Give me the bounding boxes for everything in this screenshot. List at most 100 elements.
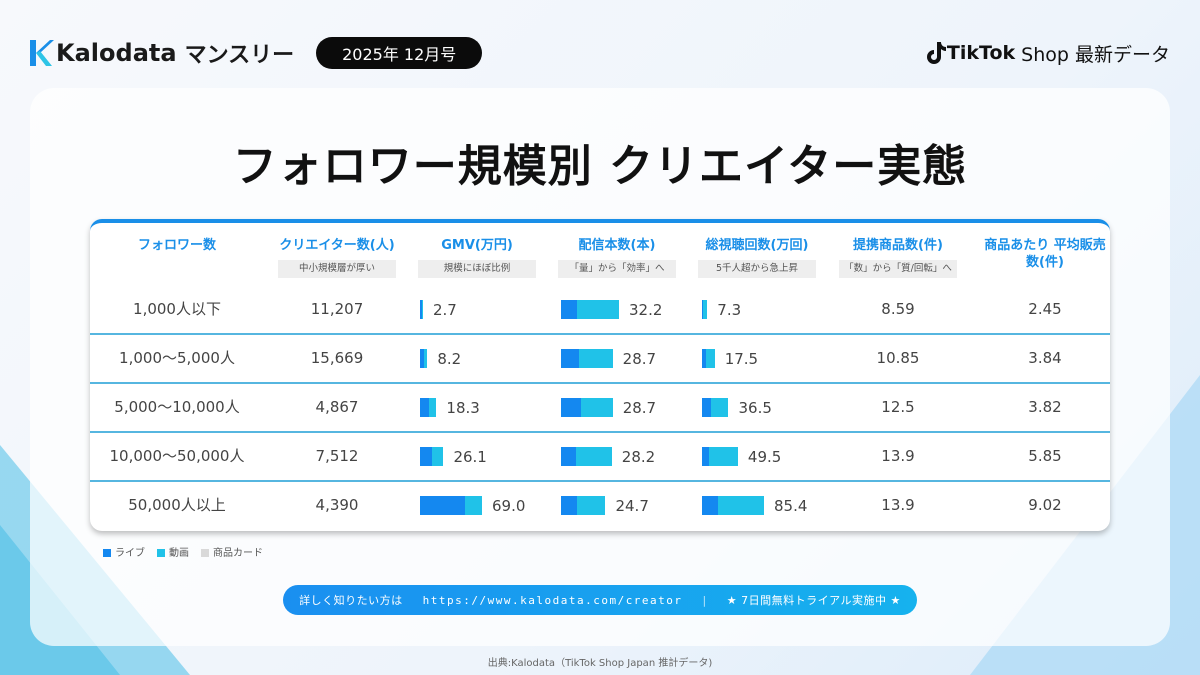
legend-item-product-card: 商品カード (201, 544, 263, 559)
stacked-bar (561, 300, 619, 319)
bar-value-label: 17.5 (724, 349, 759, 368)
cell-products: 8.59 (881, 300, 915, 318)
table-row: 1,000～5,000人 15,669 10.85 3.84 8.2 28.7 17.5 (90, 335, 1110, 384)
cell-products: 10.85 (876, 349, 920, 367)
bar-value-label: 32.2 (628, 300, 663, 319)
cell-creators: 15,669 (310, 349, 364, 367)
cta-trial: ★ 7日間無料トライアル実施中 ★ (726, 594, 901, 607)
cta-url-link[interactable]: https://www.kalodata.com/creator (422, 593, 683, 607)
bar-value-label: 24.7 (615, 496, 649, 515)
cell-followers: 5,000～10,000人 (114, 398, 240, 416)
bar-value-label: 36.5 (738, 398, 772, 417)
bar-segment-video (703, 300, 708, 319)
column-header: 総視聴回数(万回) 5千人超から急上昇 (692, 237, 822, 278)
bar-segment-live (702, 496, 718, 515)
legend: ライブ 動画 商品カード (103, 544, 263, 559)
cell-products: 12.5 (881, 398, 915, 416)
stacked-bar (561, 447, 612, 466)
column-note: 5千人超から急上昇 (698, 260, 816, 278)
tiktok-icon (926, 42, 946, 64)
stacked-bar (702, 398, 729, 417)
column-note: 「数」から「質/回転」へ (839, 260, 957, 278)
bar-segment-live (702, 300, 704, 319)
bar-value-label: 7.3 (717, 300, 742, 319)
bar-segment-live (420, 496, 466, 515)
brand-name: Kalodata (56, 39, 177, 67)
bar-segment-live (561, 300, 578, 319)
column-header: クリエイター数(人) 中小規模層が厚い (272, 237, 402, 278)
cell-creators: 4,390 (315, 496, 359, 514)
stacked-bar (561, 496, 606, 515)
stacked-bar (561, 349, 613, 368)
bar-value-label: 28.7 (622, 398, 657, 417)
cell-avg-sales: 9.02 (1028, 496, 1062, 514)
column-label: 配信本数(本) (578, 238, 656, 253)
cell-followers: 10,000～50,000人 (109, 447, 245, 465)
column-label: GMV(万円) (441, 238, 513, 253)
bar-value-label: 2.7 (433, 300, 457, 319)
kalodata-logo-icon (30, 40, 54, 66)
table-row: 10,000～50,000人 7,512 13.9 5.85 26.1 28.2 49.5 (90, 433, 1110, 482)
column-header: 商品あたり 平均販売数(件) (980, 237, 1110, 271)
source-footer: 出典:Kalodata（TikTok Shop Japan 推計データ) (487, 658, 713, 669)
bar-value-label: 8.2 (437, 349, 462, 368)
bar-segment-live (702, 447, 709, 466)
column-label: 商品あたり 平均販売数(件) (984, 238, 1106, 270)
column-header: 提携商品数(件) 「数」から「質/回転」へ (833, 237, 963, 278)
creator-table: フォロワー数 クリエイター数(人) 中小規模層が厚い GMV(万円) 規模にほぼ比例 配信… (90, 219, 1110, 531)
column-label: 総視聴回数(万回) (705, 238, 809, 253)
cell-avg-sales: 2.45 (1028, 300, 1062, 318)
cell-avg-sales: 5.85 (1028, 447, 1062, 465)
tiktok-shop-label: TikTok Shop 最新データ (926, 40, 1170, 67)
cell-avg-sales: 3.84 (1028, 349, 1062, 367)
stacked-bar (420, 447, 444, 466)
column-label: 提携商品数(件) (853, 238, 943, 253)
column-header: 配信本数(本) 「量」から「効率」へ (552, 237, 682, 278)
bar-segment-live (561, 349, 579, 368)
table-row: 5,000～10,000人 4,867 12.5 3.82 18.3 28.7 36.5 (90, 384, 1110, 433)
cell-gmv: 8.2 (420, 335, 461, 382)
bar-segment-video (578, 349, 613, 368)
stacked-bar (702, 496, 764, 515)
cell-avg-sales: 3.82 (1028, 398, 1062, 416)
legend-item-video: 動画 (157, 544, 189, 559)
column-note: 中小規模層が厚い (278, 260, 396, 278)
cell-gmv: 26.1 (420, 433, 487, 480)
bar-segment-live (420, 349, 424, 368)
cta-separator: | (702, 593, 707, 607)
column-label: クリエイター数(人) (279, 238, 395, 253)
bar-segment-video (576, 496, 606, 515)
cell-streams: 28.7 (561, 335, 656, 382)
bar-segment-video (710, 398, 729, 417)
tiktok-shop-text: Shop 最新データ (1021, 43, 1170, 66)
bar-value-label: 28.2 (621, 447, 656, 466)
stacked-bar (420, 496, 482, 515)
cell-gmv: 18.3 (420, 384, 480, 431)
bar-segment-live (561, 398, 581, 417)
cell-views: 17.5 (702, 335, 758, 382)
bar-segment-video (465, 496, 482, 515)
cell-gmv: 2.7 (420, 286, 457, 333)
bar-value-label: 18.3 (446, 398, 480, 417)
stacked-bar (702, 300, 708, 319)
bar-segment-video (429, 398, 437, 417)
bar-segment-live (561, 496, 577, 515)
tiktok-brand: TikTok (946, 42, 1016, 64)
bar-segment-video (708, 447, 738, 466)
cell-views: 85.4 (702, 482, 807, 529)
bar-segment-live (420, 398, 430, 417)
bar-segment-video (421, 300, 423, 319)
cell-creators: 7,512 (315, 447, 359, 465)
column-header: フォロワー数 (112, 237, 242, 254)
cell-views: 49.5 (702, 433, 781, 480)
cell-streams: 24.7 (561, 482, 649, 529)
cell-creators: 11,207 (310, 300, 364, 318)
column-note: 「量」から「効率」へ (558, 260, 676, 278)
stacked-bar (420, 300, 423, 319)
cta-banner[interactable]: 詳しく知りたい方は https://www.kalodata.com/creat… (283, 585, 917, 615)
stacked-bar (420, 398, 437, 417)
table-header: フォロワー数 クリエイター数(人) 中小規模層が厚い GMV(万円) 規模にほぼ比例 配信… (90, 223, 1110, 287)
cell-followers: 50,000人以上 (128, 496, 226, 514)
bar-segment-video (717, 496, 764, 515)
cell-products: 13.9 (881, 447, 915, 465)
